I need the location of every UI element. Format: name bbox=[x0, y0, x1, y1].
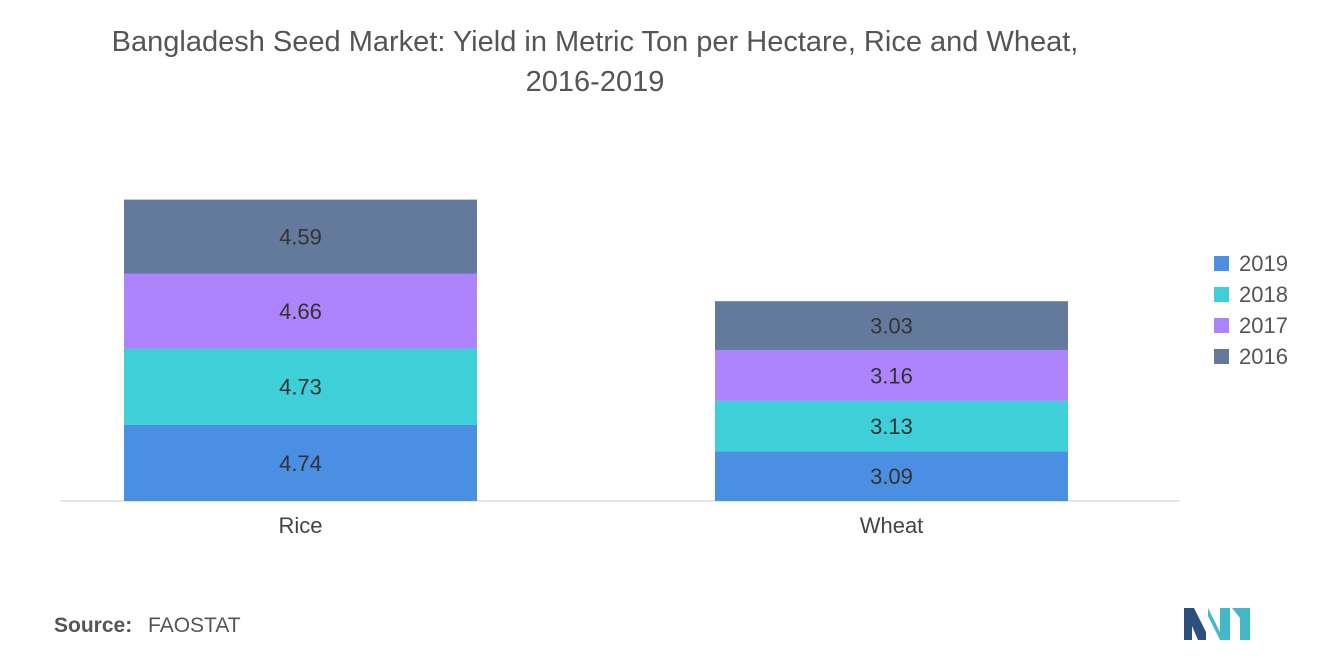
chart-title: Bangladesh Seed Market: Yield in Metric … bbox=[0, 22, 1190, 102]
legend-item-2017: 2017 bbox=[1214, 310, 1288, 341]
bar-segment-rice-2018 bbox=[124, 348, 477, 425]
data-label-wheat-2018: 3.13 bbox=[870, 414, 913, 439]
data-label-wheat-2016: 3.03 bbox=[870, 314, 913, 339]
bar-segment-rice-2016 bbox=[124, 199, 477, 274]
legend-swatch-2018 bbox=[1214, 287, 1229, 302]
x-tick-label-wheat: Wheat bbox=[860, 513, 924, 538]
chart-title-sub: 2016-2019 bbox=[525, 66, 665, 98]
source-label: Source: bbox=[54, 614, 133, 637]
legend-label-2017: 2017 bbox=[1239, 312, 1288, 338]
chart-legend: 2019 2018 2017 2016 bbox=[1214, 248, 1288, 372]
data-label-wheat-2017: 3.16 bbox=[870, 363, 913, 388]
data-label-wheat-2019: 3.09 bbox=[870, 464, 913, 489]
legend-swatch-2016 bbox=[1214, 349, 1229, 364]
source-note: Source: FAOSTAT bbox=[54, 614, 241, 638]
legend-swatch-2017 bbox=[1214, 318, 1229, 333]
chart-title-main: Bangladesh Seed Market: Yield in Metric … bbox=[111, 26, 1079, 58]
legend-label-2018: 2018 bbox=[1239, 281, 1288, 307]
bar-segment-rice-2019 bbox=[124, 424, 477, 501]
data-label-rice-2018: 4.73 bbox=[279, 375, 322, 400]
bar-segment-wheat-2018 bbox=[715, 400, 1068, 452]
bar-segment-wheat-2016 bbox=[715, 301, 1068, 350]
source-value: FAOSTAT bbox=[148, 614, 241, 637]
legend-item-2019: 2019 bbox=[1214, 248, 1288, 279]
bar-segment-wheat-2019 bbox=[715, 451, 1068, 501]
x-tick-label-rice: Rice bbox=[278, 513, 322, 538]
legend-label-2019: 2019 bbox=[1239, 250, 1288, 276]
legend-item-2016: 2016 bbox=[1214, 341, 1288, 372]
bar-segment-rice-2017 bbox=[124, 273, 477, 349]
bar-segment-wheat-2017 bbox=[715, 349, 1068, 401]
data-label-rice-2019: 4.74 bbox=[279, 451, 322, 476]
data-label-rice-2017: 4.66 bbox=[279, 299, 322, 324]
brand-logo-icon bbox=[1184, 608, 1250, 640]
data-label-rice-2016: 4.59 bbox=[279, 225, 322, 250]
legend-item-2018: 2018 bbox=[1214, 279, 1288, 310]
legend-label-2016: 2016 bbox=[1239, 343, 1288, 369]
legend-swatch-2019 bbox=[1214, 256, 1229, 271]
